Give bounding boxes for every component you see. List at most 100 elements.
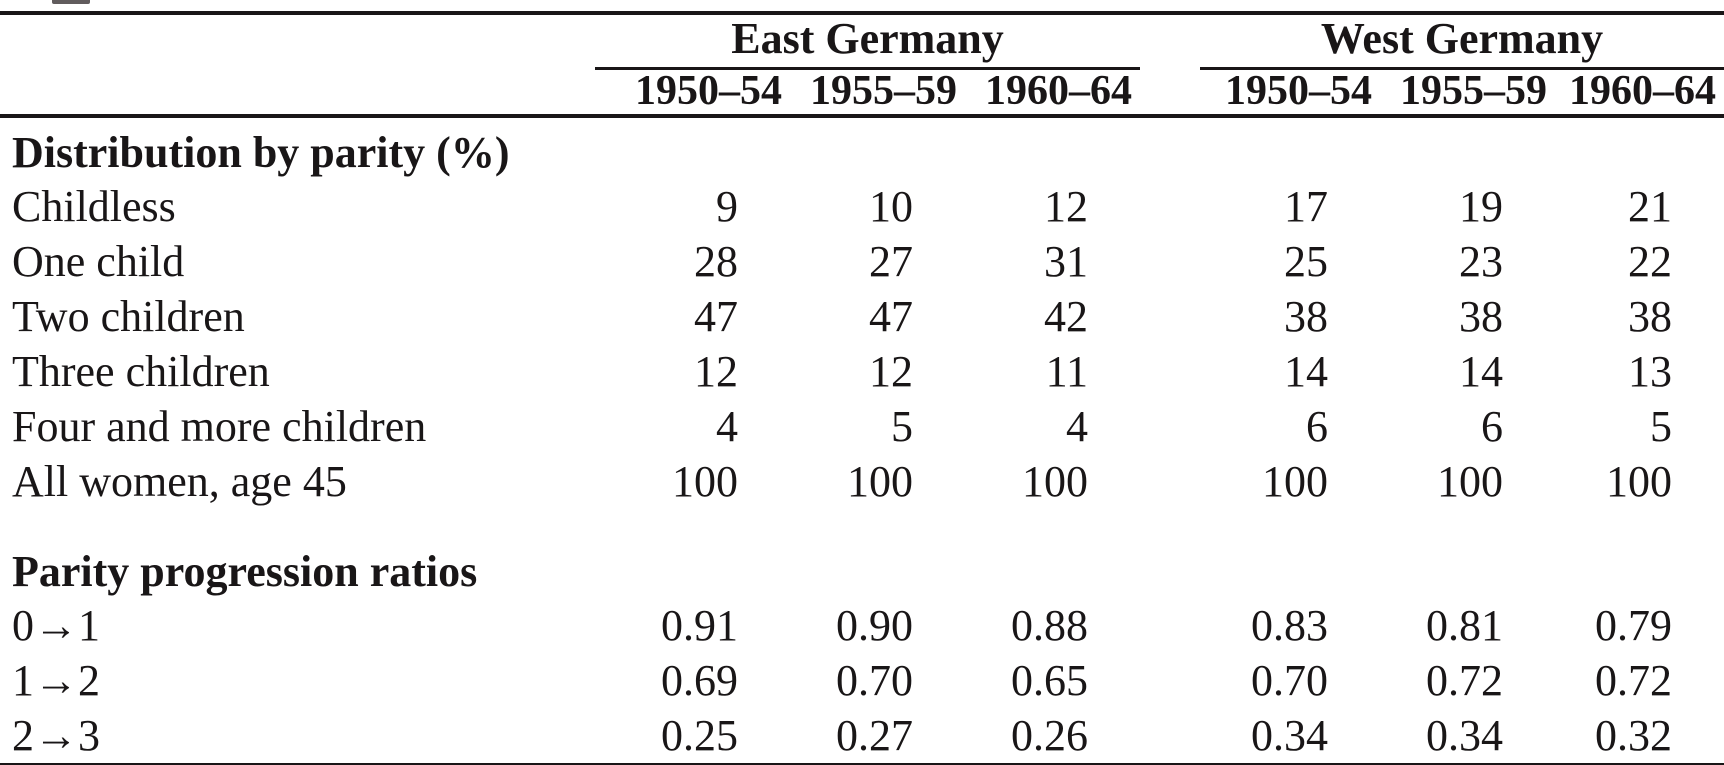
cell-east-1950-54: 9 — [716, 181, 738, 231]
row-label: 0→1 — [12, 600, 100, 650]
table-row-ratio-0-1: 0→1 0.91 0.90 0.88 0.83 0.81 0.79 — [0, 598, 1724, 653]
cell-east-1955-59: 0.90 — [836, 600, 913, 650]
cell-east-1950-54: 28 — [694, 236, 738, 286]
cohort-header-west-1960-64: 1960–64 — [1555, 68, 1724, 118]
cell-east-1950-54: 4 — [716, 401, 738, 451]
cell-east-1955-59: 10 — [869, 181, 913, 231]
cohort-header-west-1955-59: 1955–59 — [1380, 68, 1555, 118]
cell-west-1950-54: 0.83 — [1251, 600, 1328, 650]
row-label: Four and more children — [12, 401, 427, 451]
cell-west-1955-59: 0.34 — [1426, 710, 1503, 760]
row-label: One child — [12, 236, 185, 286]
cell-west-1960-64: 0.72 — [1595, 655, 1673, 705]
table-row-all-women-age-45: All women, age 45 100 100 100 100 100 10… — [0, 454, 1724, 509]
table-row-three-children: Three children 12 12 11 14 14 13 — [0, 344, 1724, 399]
cohort-header-east-1960-64: 1960–64 — [965, 68, 1140, 118]
cell-east-1950-54: 0.25 — [661, 710, 738, 760]
cell-east-1955-59: 0.27 — [836, 710, 913, 760]
section-title-parity-progression-ratios: Parity progression ratios — [12, 546, 478, 596]
cell-east-1955-59: 12 — [869, 346, 913, 396]
column-spacer — [1140, 179, 1200, 234]
column-spacer — [1140, 653, 1200, 708]
cell-west-1950-54: 25 — [1284, 236, 1328, 286]
parity-table: East Germany West Germany 1950–54 1955–5… — [0, 11, 1724, 765]
section-title-distribution-by-parity: Distribution by parity (%) — [12, 127, 510, 177]
cell-east-1955-59: 27 — [869, 236, 913, 286]
row-label: Childless — [12, 181, 176, 231]
row-label: 1→2 — [12, 655, 100, 705]
column-spacer — [1140, 289, 1200, 344]
cell-east-1960-64: 12 — [1044, 181, 1088, 231]
cell-east-1960-64: 42 — [1044, 291, 1088, 341]
cell-west-1950-54: 14 — [1284, 346, 1328, 396]
cell-west-1950-54: 38 — [1284, 291, 1328, 341]
corner-cell — [0, 11, 595, 69]
cell-east-1955-59: 0.70 — [836, 655, 913, 705]
column-spacer — [1140, 708, 1200, 765]
table-row-two-children: Two children 47 47 42 38 38 38 — [0, 289, 1724, 344]
column-spacer — [1140, 454, 1200, 509]
group-header-row: East Germany West Germany — [0, 11, 1724, 70]
cell-west-1960-64: 0.79 — [1595, 600, 1673, 650]
column-spacer — [1140, 11, 1200, 69]
cell-west-1955-59: 6 — [1481, 401, 1503, 451]
cell-east-1950-54: 47 — [694, 291, 738, 341]
cell-east-1950-54: 0.69 — [661, 655, 738, 705]
cell-west-1955-59: 23 — [1459, 236, 1503, 286]
cell-east-1960-64: 100 — [1022, 456, 1088, 506]
cell-east-1955-59: 100 — [847, 456, 913, 506]
table-row-childless: Childless 9 10 12 17 19 21 — [0, 179, 1724, 234]
cell-west-1950-54: 0.70 — [1251, 655, 1328, 705]
cell-east-1955-59: 5 — [891, 401, 913, 451]
cell-west-1960-64: 22 — [1628, 236, 1673, 286]
column-spacer — [1140, 68, 1200, 118]
group-header-east-germany: East Germany — [595, 11, 1140, 70]
cell-east-1950-54: 12 — [694, 346, 738, 396]
row-label: All women, age 45 — [12, 456, 347, 506]
cell-west-1955-59: 0.72 — [1426, 655, 1503, 705]
cell-east-1960-64: 11 — [1045, 346, 1088, 396]
crop-artifact — [52, 0, 90, 4]
cell-west-1960-64: 38 — [1628, 291, 1673, 341]
table-row-ratio-2-3: 2→3 0.25 0.27 0.26 0.34 0.34 0.32 — [0, 708, 1724, 765]
cell-west-1960-64: 5 — [1650, 401, 1673, 451]
cell-west-1955-59: 38 — [1459, 291, 1503, 341]
cell-west-1950-54: 0.34 — [1251, 710, 1328, 760]
cell-west-1960-64: 13 — [1628, 346, 1673, 396]
section-header-row: Parity progression ratios — [0, 509, 1724, 598]
cell-west-1960-64: 21 — [1628, 181, 1673, 231]
column-spacer — [1140, 598, 1200, 653]
row-label: 2→3 — [12, 710, 100, 760]
column-spacer — [1140, 234, 1200, 289]
cell-east-1950-54: 0.91 — [661, 600, 738, 650]
cell-west-1955-59: 14 — [1459, 346, 1503, 396]
column-spacer — [1140, 399, 1200, 454]
cell-west-1950-54: 17 — [1284, 181, 1328, 231]
cohort-header-row: 1950–54 1955–59 1960–64 1950–54 1955–59 … — [0, 68, 1724, 118]
cohort-header-east-1950-54: 1950–54 — [595, 68, 790, 118]
cell-east-1960-64: 0.88 — [1011, 600, 1088, 650]
cell-east-1960-64: 0.26 — [1011, 710, 1088, 760]
cell-east-1950-54: 100 — [672, 456, 738, 506]
column-spacer — [1140, 344, 1200, 399]
cell-west-1960-64: 0.32 — [1595, 710, 1673, 760]
group-header-west-germany: West Germany — [1200, 11, 1724, 70]
table-row-one-child: One child 28 27 31 25 23 22 — [0, 234, 1724, 289]
table-row-ratio-1-2: 1→2 0.69 0.70 0.65 0.70 0.72 0.72 — [0, 653, 1724, 708]
cell-west-1955-59: 0.81 — [1426, 600, 1503, 650]
cohort-header-east-1955-59: 1955–59 — [790, 68, 965, 118]
cell-west-1955-59: 100 — [1437, 456, 1503, 506]
cell-east-1960-64: 31 — [1044, 236, 1088, 286]
cell-east-1960-64: 0.65 — [1011, 655, 1088, 705]
cell-east-1955-59: 47 — [869, 291, 913, 341]
cell-west-1955-59: 19 — [1459, 181, 1503, 231]
cell-west-1950-54: 100 — [1262, 456, 1328, 506]
cell-west-1960-64: 100 — [1606, 456, 1673, 506]
cell-west-1950-54: 6 — [1306, 401, 1328, 451]
corner-cell — [0, 68, 595, 118]
row-label: Two children — [12, 291, 245, 341]
cohort-header-west-1950-54: 1950–54 — [1200, 68, 1380, 118]
table-row-four-and-more-children: Four and more children 4 5 4 6 6 5 — [0, 399, 1724, 454]
section-header-row: Distribution by parity (%) — [0, 116, 1724, 179]
